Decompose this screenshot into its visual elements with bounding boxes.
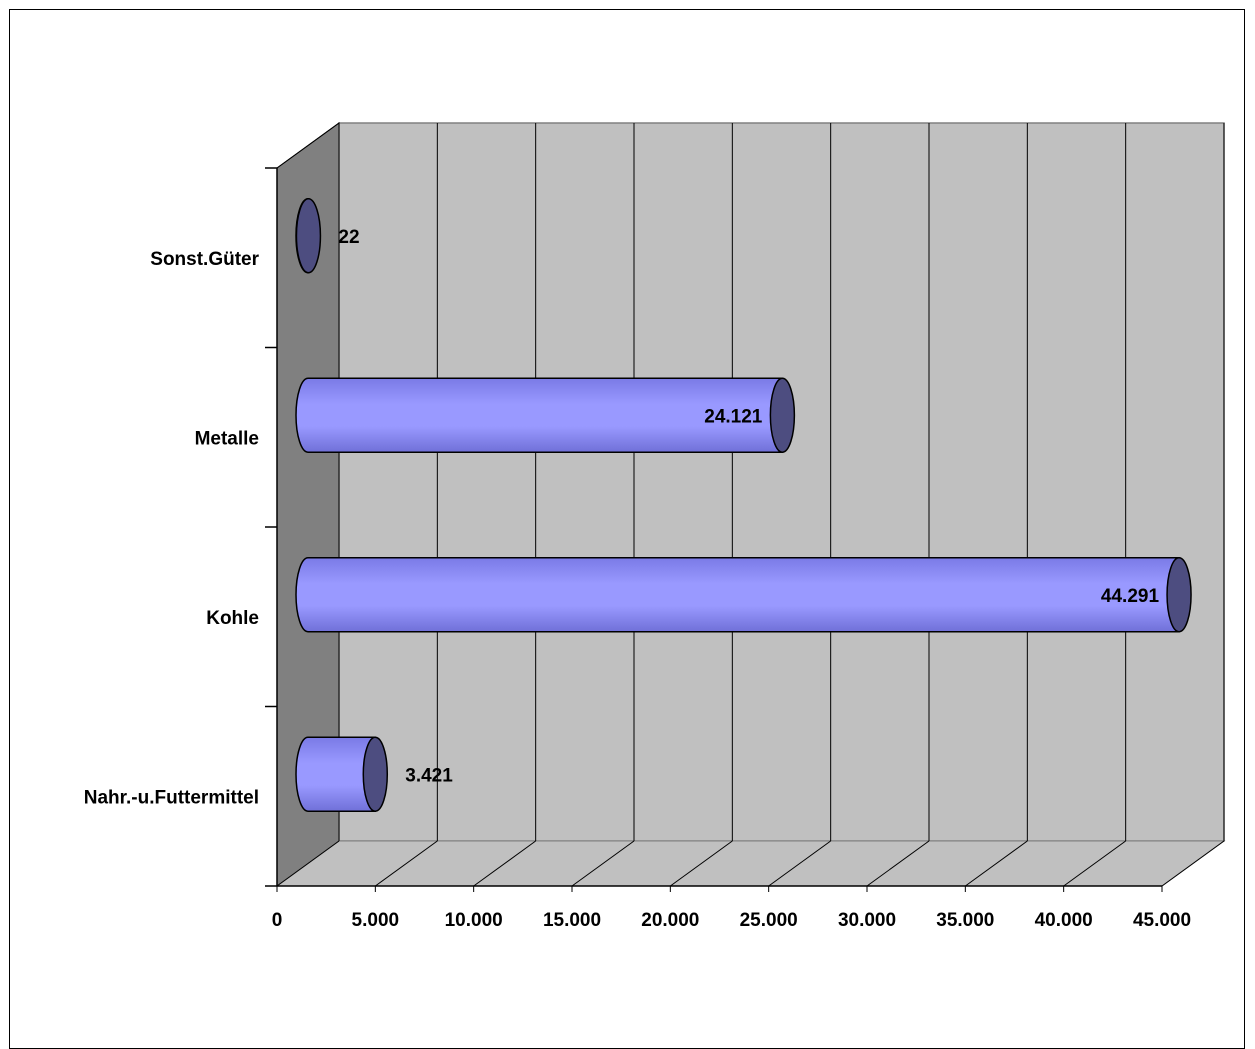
floor [275, 840, 1226, 887]
x-tick-label: 30.000 [838, 910, 896, 931]
x-tick-label: 45.000 [1133, 910, 1191, 931]
bar-end-cap [362, 736, 389, 812]
gridline-floor [276, 840, 340, 887]
gridline-floor [571, 840, 635, 887]
data-label: 22 [338, 227, 359, 248]
gridline-floor [375, 840, 438, 887]
x-tick-label: 40.000 [1035, 910, 1093, 931]
x-tick-label: 20.000 [641, 910, 699, 931]
bar-body [295, 377, 784, 453]
x-tick-label: 10.000 [445, 910, 503, 931]
category-label: Metalle [195, 428, 259, 449]
gridline-floor [1161, 840, 1225, 887]
bar-metalle: 24.121 [295, 377, 796, 453]
bar-end-cap [295, 198, 322, 274]
side-wall-edge [276, 122, 340, 169]
bar-body [295, 557, 1180, 633]
bar-sonst-g-ter: 22 [295, 198, 360, 274]
category-label: Kohle [206, 608, 259, 629]
data-label: 44.291 [1101, 586, 1160, 607]
gridline-floor [965, 840, 1028, 887]
x-tick-label: 0 [272, 910, 283, 931]
bar-kohle: 44.291 [295, 557, 1192, 633]
x-tick-label: 5.000 [352, 910, 400, 931]
gridline-floor [473, 840, 536, 887]
category-label: Sonst.Güter [150, 249, 259, 270]
category-label: Nahr.-u.Futtermittel [84, 787, 259, 808]
bar-end-cap [1166, 557, 1192, 633]
back-wall [338, 122, 1225, 842]
x-tick-label: 15.000 [543, 910, 601, 931]
x-tick-label: 25.000 [740, 910, 798, 931]
x-tick-label: 35.000 [936, 910, 994, 931]
gridline-floor [1063, 840, 1126, 887]
gridline-floor [768, 840, 831, 887]
bar-body [295, 736, 377, 812]
data-label: 3.421 [405, 765, 453, 786]
gridline-floor [866, 840, 930, 887]
data-label: 24.121 [704, 406, 763, 427]
bar-end-cap [769, 377, 796, 453]
gridline-floor [670, 840, 733, 887]
bar-nahr-u-futtermittel: 3.421 [295, 736, 453, 812]
